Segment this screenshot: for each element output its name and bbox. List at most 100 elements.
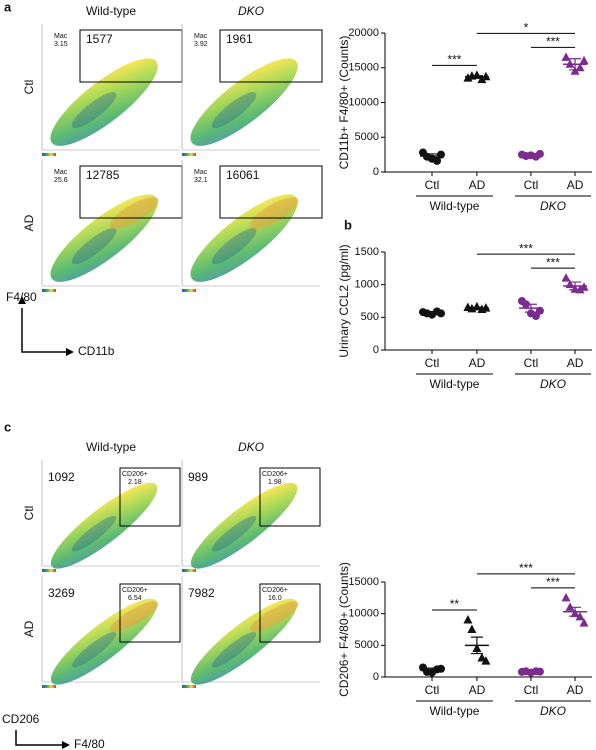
- point: [477, 74, 487, 84]
- y-tick-label: 1500: [355, 246, 379, 258]
- cell-hot: [109, 601, 159, 632]
- x-tick-label: AD: [567, 356, 584, 370]
- x-tick-label: Ctl: [524, 683, 539, 697]
- y-tick-label: 15000: [348, 62, 379, 74]
- error-bar: [425, 667, 438, 673]
- significance-label: ***: [447, 53, 461, 67]
- x-tick-label: AD: [567, 683, 584, 697]
- gate-percent: 3.15: [54, 41, 68, 48]
- significance-label: ***: [546, 255, 560, 269]
- cell-hot: [249, 601, 299, 632]
- arrow-head: [18, 296, 26, 304]
- column-header: Wild-type: [86, 440, 136, 454]
- significance-label: ***: [519, 561, 533, 575]
- axis-label: F4/80: [74, 737, 105, 750]
- color-bar: [182, 569, 196, 572]
- x-tick-label: AD: [567, 178, 584, 192]
- gate-count: 7982: [188, 586, 215, 600]
- group-label: DKO: [540, 199, 566, 213]
- error-bar: [524, 670, 537, 673]
- y-axis-label: CD11b+ F4/80+ (Counts): [337, 36, 351, 170]
- cell-core: [212, 516, 257, 552]
- axis-arrow: [21, 308, 66, 353]
- error-bar: [470, 75, 483, 79]
- point: [575, 62, 585, 72]
- gate: [259, 467, 321, 527]
- arrow-head: [66, 348, 74, 356]
- cell-core: [72, 632, 117, 668]
- color-bar: [42, 153, 56, 156]
- gate-percent: 25.6: [54, 177, 68, 184]
- error-bar: [524, 154, 537, 157]
- point: [565, 602, 575, 611]
- cell-cloud: [190, 482, 298, 569]
- gate: [119, 583, 181, 643]
- x-tick-label: AD: [469, 356, 486, 370]
- y-axis-label: Urinary CCL2 (pg/ml): [337, 244, 351, 357]
- point: [477, 653, 487, 662]
- cell-hot: [249, 197, 299, 229]
- gate-count: 1577: [86, 32, 113, 46]
- group-label: DKO: [540, 377, 566, 391]
- error-bar: [470, 636, 483, 655]
- group-label: DKO: [540, 704, 566, 718]
- axis-label: CD206: [2, 712, 40, 726]
- x-tick-label: Ctl: [524, 178, 539, 192]
- y-tick-label: 0: [373, 166, 379, 178]
- gate-name: Mac: [194, 169, 208, 176]
- point: [561, 52, 571, 61]
- gate-name: CD206+: [262, 587, 288, 594]
- cell-cloud: [50, 482, 158, 569]
- column-header: DKO: [238, 4, 264, 18]
- point: [579, 55, 589, 65]
- gate-count: 1092: [48, 470, 75, 484]
- color-bar: [42, 569, 56, 572]
- y-tick-label: 10000: [348, 96, 379, 108]
- gate-count: 12785: [86, 168, 120, 182]
- y-tick-label: 5000: [355, 131, 379, 143]
- gate-name: Mac: [54, 33, 68, 40]
- cell-cloud: [50, 58, 158, 146]
- significance-label: **: [450, 597, 460, 611]
- point: [463, 615, 473, 624]
- color-bar: [42, 685, 56, 688]
- error-bar: [425, 311, 438, 315]
- point: [535, 149, 544, 158]
- error-bar: [569, 281, 582, 291]
- cell-core: [211, 228, 257, 265]
- point: [436, 150, 445, 159]
- gate-count: 989: [188, 470, 208, 484]
- y-tick-label: 0: [373, 344, 379, 356]
- group-label: Wild-type: [429, 704, 479, 718]
- axis-label: CD11b: [78, 344, 115, 358]
- row-label: AD: [22, 620, 36, 637]
- gate-percent: 2.18: [128, 479, 142, 486]
- column-header: DKO: [238, 440, 264, 454]
- significance-label: ***: [546, 575, 560, 589]
- error-bar: [569, 606, 582, 617]
- gate-percent: 6.54: [128, 595, 142, 602]
- gate-percent: 1.98: [268, 479, 282, 486]
- x-tick-label: AD: [469, 178, 486, 192]
- x-tick-label: AD: [469, 683, 486, 697]
- row-label: Ctl: [22, 80, 36, 95]
- significance-label: ***: [519, 241, 533, 255]
- panel-label: a: [4, 0, 12, 14]
- y-axis-label: CD206+ F4/80+ (Counts): [337, 562, 351, 697]
- gate-name: CD206+: [262, 471, 288, 478]
- gate: [119, 467, 181, 527]
- gate-name: CD206+: [122, 587, 148, 594]
- gate-name: Mac: [194, 33, 208, 40]
- color-bar: [42, 289, 56, 292]
- color-bar: [182, 289, 196, 292]
- error-bar: [425, 153, 438, 159]
- point: [436, 664, 445, 673]
- arrow-head: [62, 741, 70, 749]
- point: [579, 618, 589, 627]
- gate-count: 3269: [48, 586, 75, 600]
- cell-core: [72, 516, 117, 552]
- gate: [259, 583, 321, 643]
- panel-label: c: [4, 419, 11, 434]
- x-tick-label: Ctl: [425, 356, 440, 370]
- cell-cloud: [190, 58, 298, 146]
